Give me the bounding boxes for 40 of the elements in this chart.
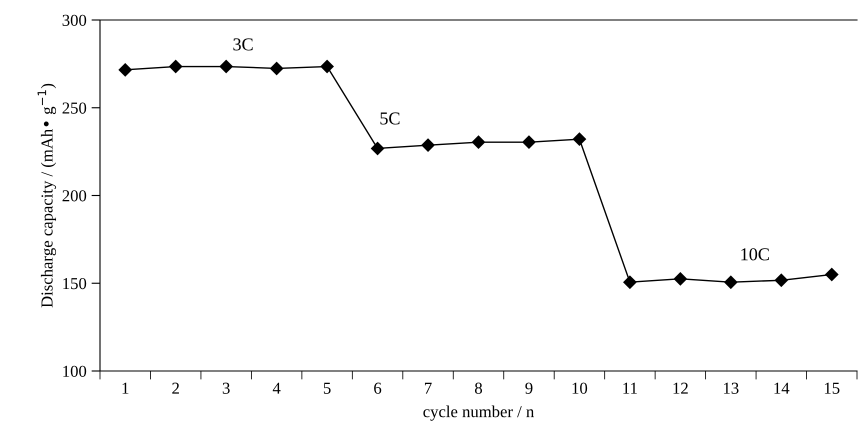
x-tick-label: 7 [424,382,432,394]
point [320,60,334,74]
x-tick-label: 9 [525,382,532,394]
annotation: 10C [741,248,769,260]
point [522,136,536,149]
x-tick-label: 6 [374,382,382,394]
point [370,142,384,156]
annotation: 5C [380,112,400,125]
x-tick-label: 4 [272,382,281,394]
x-tick-label: 8 [474,382,482,394]
y-tick-label: 150 [63,278,86,290]
annotation: 3C [233,38,253,50]
y-tick-label: 200 [62,190,86,202]
point [674,272,687,286]
point [774,274,788,287]
y-tick-label: 300 [62,14,86,26]
point [220,60,233,74]
point [572,132,586,146]
x-tick-label: 13 [724,382,739,394]
x-tick-label: 15 [824,382,840,394]
x-tick-label: 14 [774,382,790,394]
y-tick-label: 100 [63,366,86,377]
point [623,276,636,289]
y-tick-label: 250 [62,102,86,114]
point [118,63,132,76]
point [169,60,182,74]
x-axis-title: cycle number / n [423,406,534,421]
point [421,138,435,152]
point [825,268,838,282]
x-tick-label: 11 [623,382,637,394]
point [270,62,284,76]
point [472,136,486,149]
y-axis-title: Discharge capacity / (mAh• g$^{−1}$) [38,84,56,308]
point [724,276,738,289]
x-tick-label: 1 [122,382,128,394]
x-tick-label: 5 [324,382,331,394]
x-tick-label: 12 [674,382,688,394]
x-tick-label: 2 [172,382,179,394]
x-tick-label: 3 [222,382,230,394]
x-tick-label: 10 [572,382,588,394]
